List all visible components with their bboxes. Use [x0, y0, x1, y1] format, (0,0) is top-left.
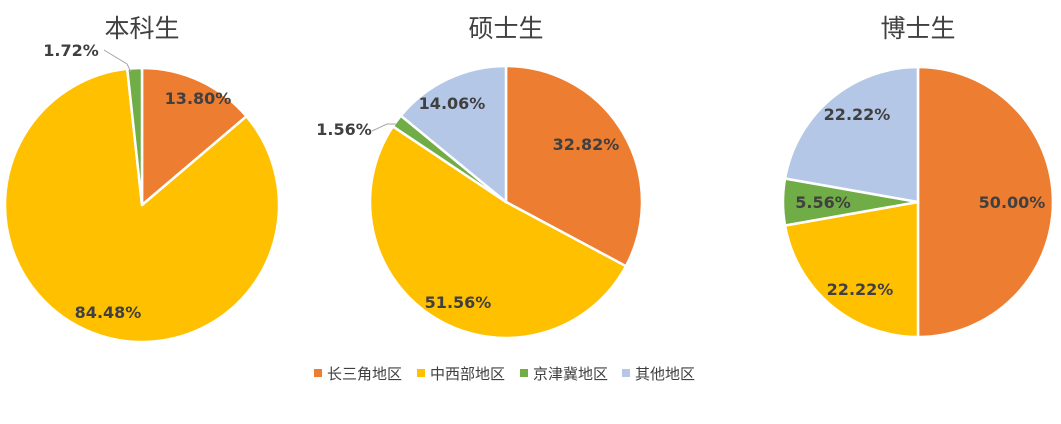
pie-slice-doctoral-other	[783, 65, 920, 204]
pie-chart-master: 硕士生 32.82% 51.56% 1.56% 14.06%	[316, 14, 644, 340]
data-label-doctoral-other: 22.22%	[824, 105, 891, 124]
data-label-master-central-west: 51.56%	[425, 293, 492, 312]
chart-title-master: 硕士生	[468, 14, 543, 43]
legend-swatch-other	[622, 369, 630, 377]
legend-label-other: 其他地区	[635, 365, 695, 383]
pie-slices-doctoral	[781, 65, 1055, 339]
data-label-undergraduate-jingjinji: 1.72%	[43, 41, 99, 60]
legend-item-central-west: 中西部地区	[417, 365, 505, 383]
legend-swatch-yangtze	[314, 369, 322, 377]
data-label-undergraduate-yangtze: 13.80%	[165, 89, 232, 108]
pie-slice-undergraduate-jingjinji	[125, 66, 144, 207]
legend-item-yangtze: 长三角地区	[314, 365, 402, 383]
data-label-master-jingjinji: 1.56%	[316, 120, 372, 139]
data-label-master-yangtze: 32.82%	[553, 135, 620, 154]
pie-slices-master	[368, 64, 644, 340]
chart-title-doctoral: 博士生	[880, 14, 955, 43]
legend-item-jingjinji: 京津冀地区	[520, 365, 608, 383]
pie-chart-undergraduate: 本科生 13.80% 84.48% 1.72%	[3, 14, 281, 344]
pie-slice-master-yangtze	[504, 64, 644, 268]
pie-slices-undergraduate	[3, 66, 281, 344]
leader-line-master	[371, 123, 396, 132]
leader-line-undergraduate	[103, 49, 132, 73]
data-label-undergraduate-central-west: 84.48%	[75, 303, 142, 322]
legend-item-other: 其他地区	[622, 365, 695, 383]
pie-slice-doctoral-yangtze	[916, 65, 1055, 339]
data-label-master-other: 14.06%	[419, 94, 486, 113]
legend-label-central-west: 中西部地区	[430, 365, 505, 383]
pie-chart-doctoral: 博士生 50.00% 22.22% 5.56% 22.22%	[781, 14, 1055, 339]
legend-swatch-jingjinji	[520, 369, 528, 377]
chart-title-undergraduate: 本科生	[104, 14, 179, 43]
pie-slice-undergraduate-yangtze	[140, 66, 248, 207]
pie-slice-master-central-west	[368, 125, 628, 340]
data-label-doctoral-central-west: 22.22%	[827, 280, 894, 299]
legend-label-jingjinji: 京津冀地区	[533, 365, 608, 383]
data-label-doctoral-yangtze: 50.00%	[979, 193, 1046, 212]
data-label-doctoral-jingjinji: 5.56%	[795, 193, 851, 212]
pie-slice-doctoral-central-west	[783, 200, 920, 339]
pie-slice-master-other	[399, 64, 508, 204]
legend-label-yangtze: 长三角地区	[327, 365, 402, 383]
legend-swatch-central-west	[417, 369, 425, 377]
chart-legend: 长三角地区 中西部地区 京津冀地区 其他地区	[314, 365, 695, 383]
